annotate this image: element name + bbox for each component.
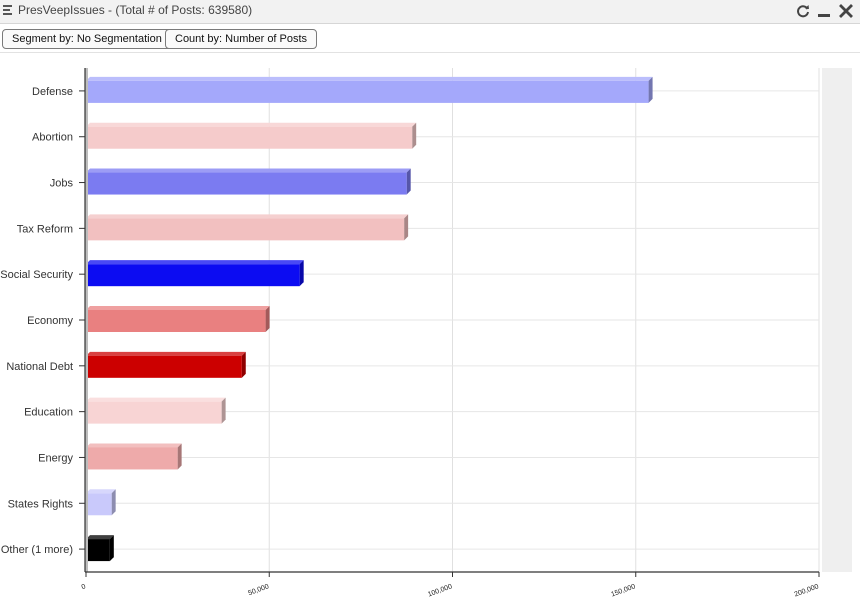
category-label: Jobs: [50, 178, 74, 190]
window-title: PresVeepIssues - (Total # of Posts: 6395…: [18, 3, 253, 17]
bar-top-face: [86, 306, 270, 310]
bar-top-face: [86, 443, 182, 448]
chart-labels: Defense Abortion Jobs Tax Reform Social Secu…: [0, 86, 820, 599]
category-label: National Debt: [6, 361, 73, 373]
bar-side-face: [412, 122, 417, 149]
bar-side-face: [406, 168, 411, 195]
x-tick-label: 150,000: [610, 583, 636, 598]
bar-tax-reform[interactable]: [86, 214, 409, 241]
bar-front-face: [86, 447, 178, 470]
window-titlebar: PresVeepIssues - (Total # of Posts: 6395…: [0, 0, 860, 24]
bar-other-1-more[interactable]: [86, 535, 114, 562]
category-label: Tax Reform: [17, 223, 73, 235]
bar-top-face: [86, 122, 417, 127]
category-label: States Rights: [8, 498, 74, 510]
bar-side-face: [111, 489, 116, 516]
bar-front-face: [86, 355, 242, 378]
bar-front-face: [86, 493, 112, 516]
refresh-icon[interactable]: [795, 3, 811, 19]
y-axis-wall: [85, 68, 88, 572]
bar-top-face: [86, 351, 246, 356]
bar-abortion[interactable]: [86, 122, 417, 149]
bar-front-face: [86, 172, 407, 195]
bar-national-debt[interactable]: [86, 351, 246, 378]
bar-defense[interactable]: [86, 76, 653, 103]
bar-energy[interactable]: [86, 443, 182, 470]
bar-economy[interactable]: [86, 306, 270, 332]
bar-top-face: [86, 168, 411, 173]
bar-jobs[interactable]: [86, 168, 411, 195]
minimize-icon[interactable]: [816, 3, 832, 19]
category-label: Other (1 more): [1, 544, 73, 556]
bar-top-face: [86, 535, 114, 540]
bar-front-face: [86, 310, 266, 332]
bar-chart: Defense Abortion Jobs Tax Reform Social Secu…: [0, 68, 852, 599]
bar-education[interactable]: [86, 397, 226, 424]
segment-by-button[interactable]: Segment by: No Segmentation: [2, 29, 172, 49]
x-tick-label: 0: [81, 583, 87, 591]
bar-side-face: [241, 351, 246, 378]
category-label: Economy: [27, 315, 73, 327]
category-label: Education: [24, 407, 73, 419]
bar-front-face: [86, 218, 405, 241]
category-label: Social Security: [0, 269, 73, 281]
count-by-button[interactable]: Count by: Number of Posts: [165, 29, 318, 49]
bar-top-face: [86, 397, 226, 402]
bar-front-face: [86, 401, 222, 424]
chart-side-panel: [822, 68, 852, 572]
bar-side-face: [648, 76, 653, 103]
bar-top-face: [86, 76, 653, 81]
close-icon[interactable]: [838, 3, 854, 19]
bar-side-face: [265, 306, 270, 332]
bar-side-face: [299, 260, 304, 287]
bar-front-face: [86, 80, 649, 103]
bar-side-face: [221, 397, 226, 424]
bar-top-face: [86, 489, 116, 494]
chart-axes: [79, 68, 820, 577]
bar-front-face: [86, 126, 413, 149]
chart-toolbar: Segment by: No Segmentation Count by: Nu…: [0, 25, 860, 53]
bar-front-face: [86, 539, 110, 562]
bar-side-face: [177, 443, 182, 470]
bar-front-face: [86, 264, 300, 287]
bar-states-rights[interactable]: [86, 489, 116, 516]
x-tick-label: 50,000: [247, 583, 270, 597]
chart-bars: [86, 76, 653, 562]
bar-top-face: [86, 260, 304, 265]
x-tick-label: 100,000: [427, 583, 453, 598]
bar-side-face: [404, 214, 409, 241]
category-label: Energy: [38, 452, 73, 464]
bar-side-face: [109, 535, 114, 562]
category-label: Abortion: [32, 132, 73, 144]
category-label: Defense: [32, 86, 73, 98]
menu-icon[interactable]: [3, 4, 13, 16]
bar-social-security[interactable]: [86, 260, 304, 287]
x-tick-label: 200,000: [794, 583, 820, 598]
bar-top-face: [86, 214, 409, 219]
